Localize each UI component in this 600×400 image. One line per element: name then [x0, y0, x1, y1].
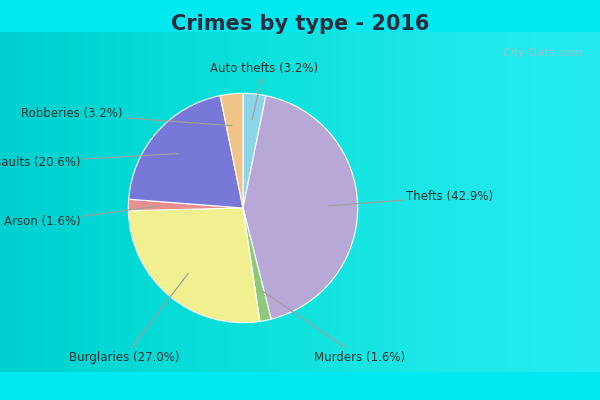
- Text: Auto thefts (3.2%): Auto thefts (3.2%): [209, 62, 318, 120]
- Wedge shape: [220, 93, 243, 208]
- Wedge shape: [243, 208, 271, 322]
- Text: Robberies (3.2%): Robberies (3.2%): [21, 108, 232, 126]
- Wedge shape: [128, 208, 260, 323]
- Wedge shape: [243, 93, 266, 208]
- Wedge shape: [243, 96, 358, 319]
- Text: Murders (1.6%): Murders (1.6%): [262, 290, 405, 364]
- Wedge shape: [128, 199, 243, 211]
- Wedge shape: [128, 96, 243, 208]
- Text: City-Data.com: City-Data.com: [496, 48, 582, 58]
- Text: Burglaries (27.0%): Burglaries (27.0%): [70, 273, 188, 364]
- Text: Arson (1.6%): Arson (1.6%): [4, 206, 158, 228]
- Text: Crimes by type - 2016: Crimes by type - 2016: [171, 14, 429, 34]
- Text: Assaults (20.6%): Assaults (20.6%): [0, 154, 178, 169]
- Text: Thefts (42.9%): Thefts (42.9%): [328, 190, 493, 206]
